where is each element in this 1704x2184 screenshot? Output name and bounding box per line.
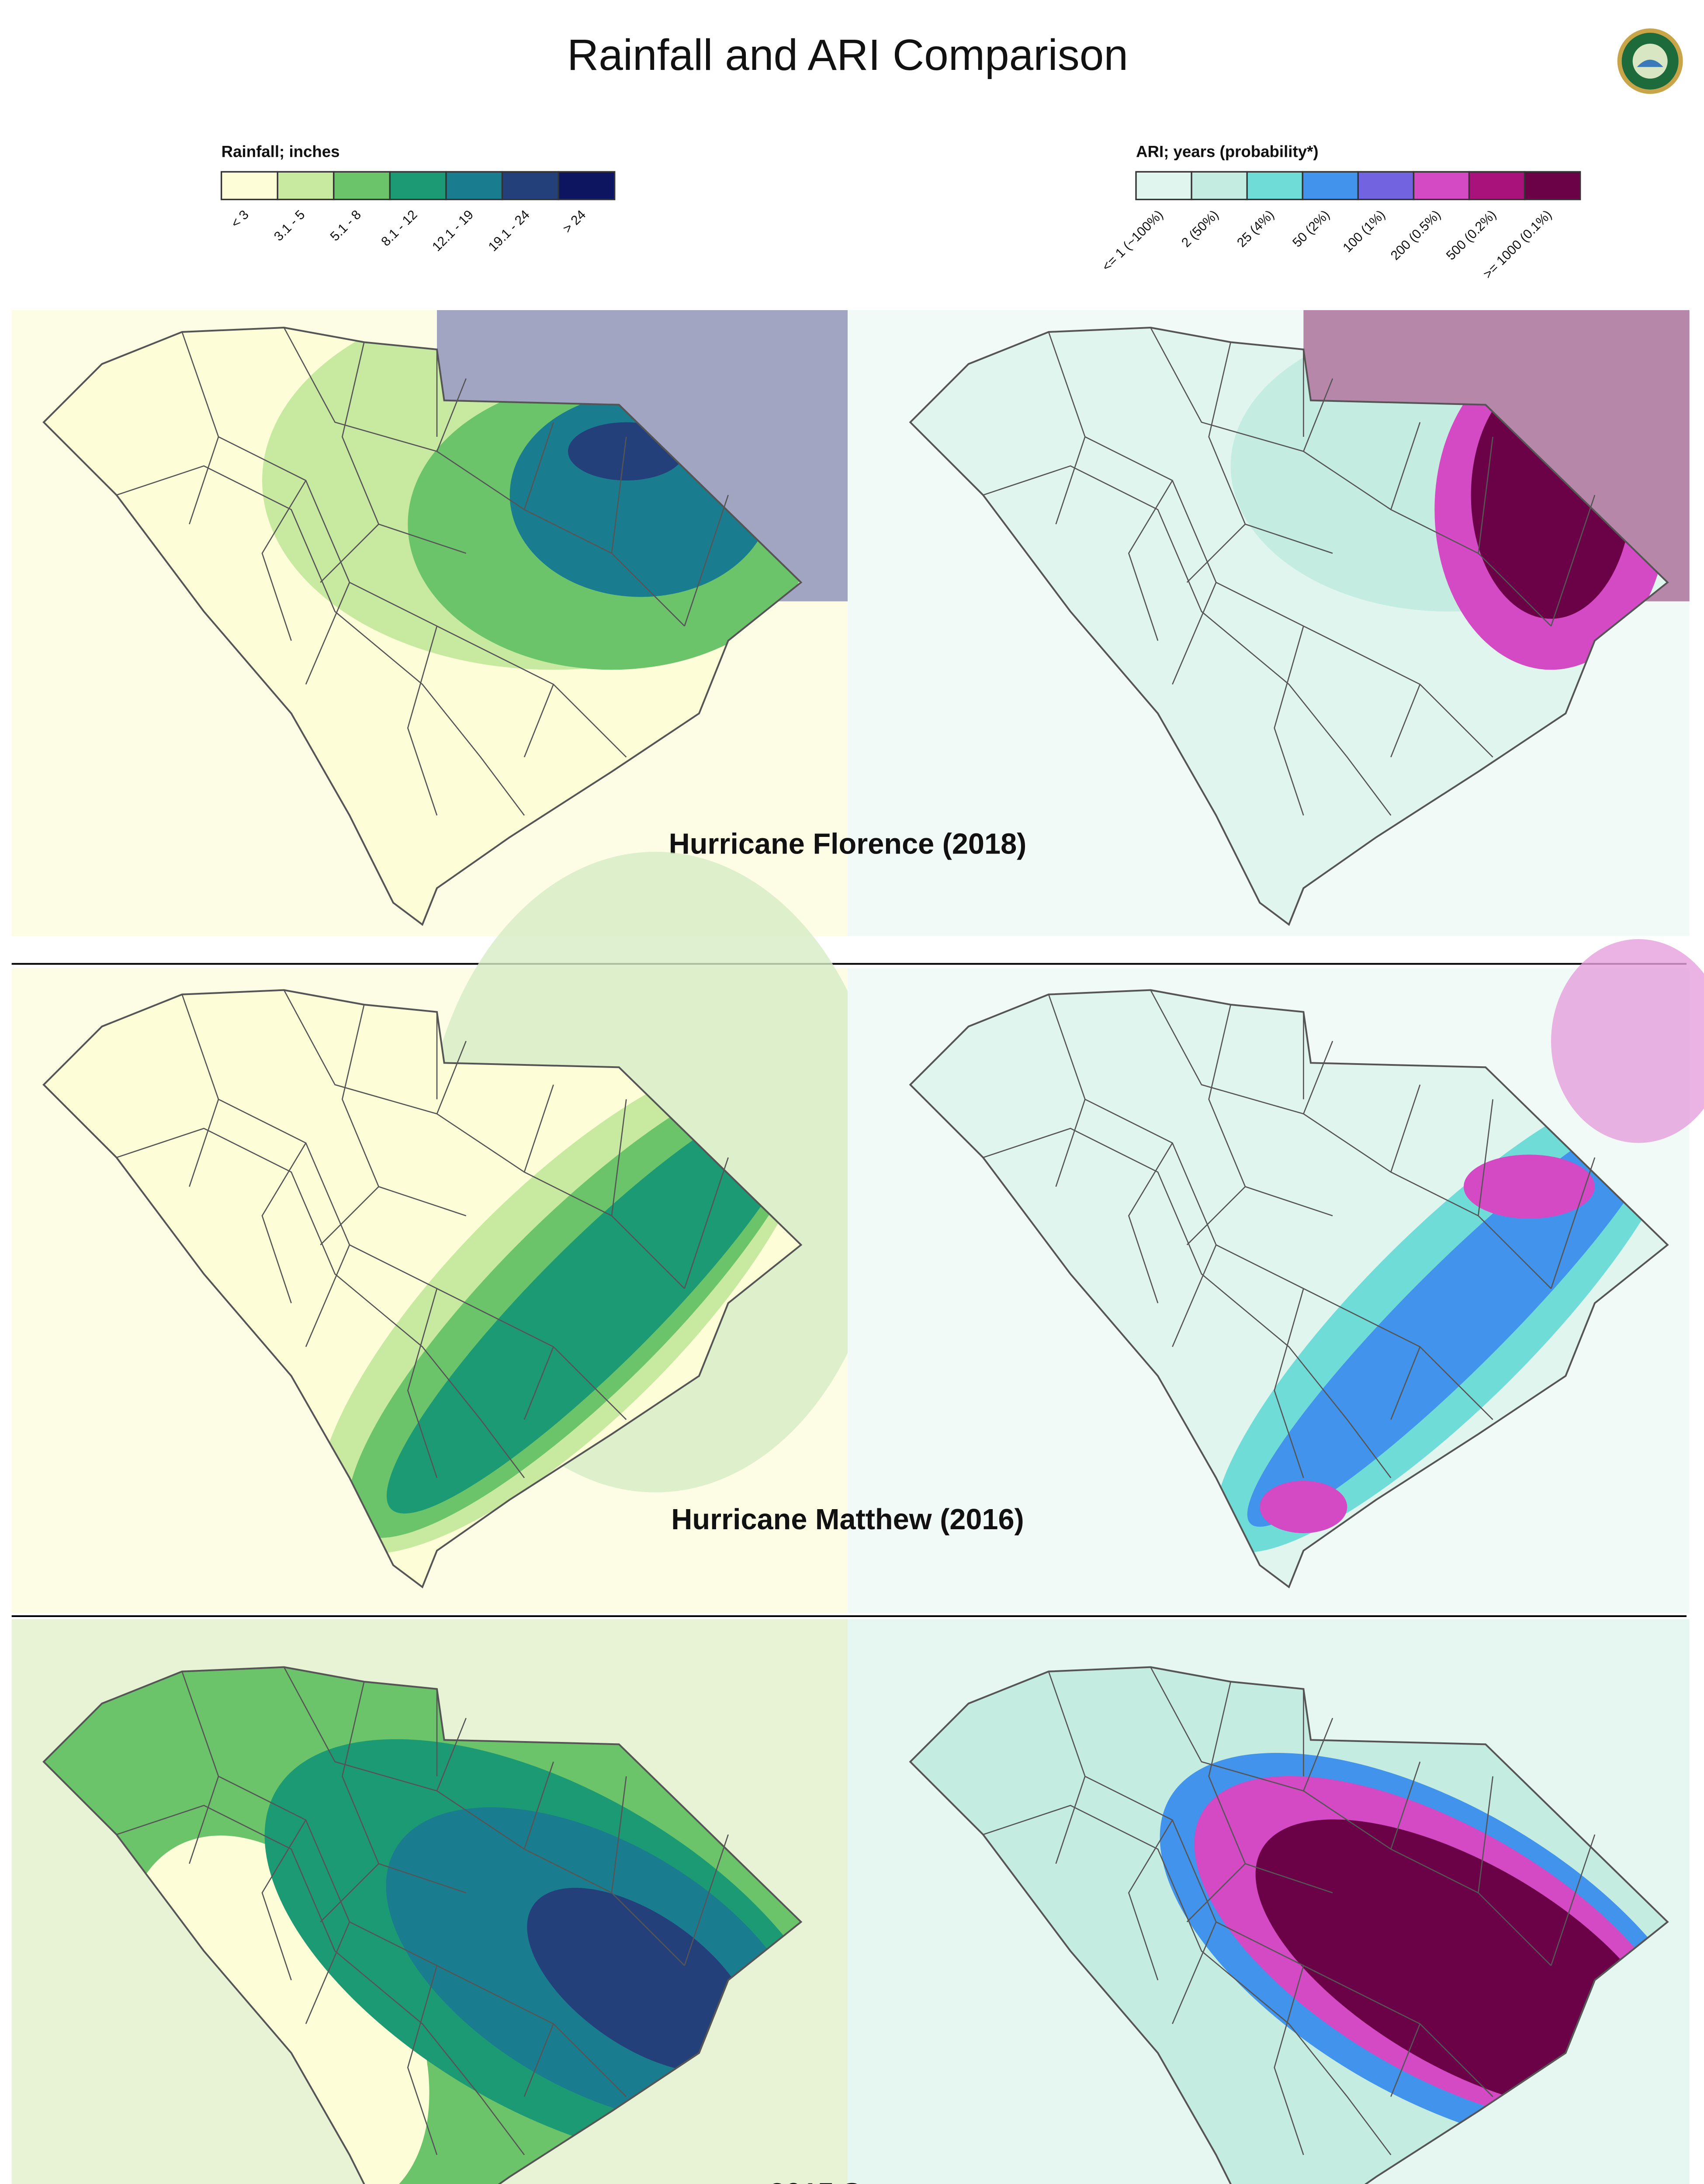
legend-swatch [333, 171, 391, 200]
map-panel [11, 852, 889, 1614]
legend-label: <= 1 (~100%) [1099, 207, 1166, 274]
legend-swatch [558, 171, 616, 200]
legend: <= 1 (~100%) 2 (50%) 25 (4%) 50 (2%) 100 (1%… [1099, 171, 1581, 282]
legend-label: 100 (1%) [1340, 207, 1388, 255]
legend: < 3 3.1 - 5 5.1 - 8 8.1 - 12 12.1 - 19 19.1 -… [221, 171, 616, 254]
map-panel [848, 310, 1690, 936]
map-panel [848, 1619, 1690, 2184]
legend-swatch [501, 171, 559, 200]
legend-swatch [1413, 171, 1470, 200]
legend-label: < 3 [228, 207, 251, 231]
legend-swatch [445, 171, 503, 200]
legend-label: 500 (0.2%) [1444, 207, 1499, 263]
map-panel [11, 310, 848, 936]
legend-title: ARI; years (probability*) [1136, 143, 1319, 161]
legend-swatch [1357, 171, 1415, 200]
legend-label: 5.1 - 8 [328, 207, 364, 244]
legend-label: 2 (50%) [1179, 207, 1222, 250]
legend-label: 50 (2%) [1290, 207, 1333, 250]
legend-label: 12.1 - 19 [429, 207, 476, 254]
map-panel [848, 939, 1704, 1614]
logo [1617, 28, 1683, 94]
legend-label: 3.1 - 5 [271, 207, 308, 244]
page-title: Rainfall and ARI Comparison [567, 31, 1128, 79]
map-panel [11, 1619, 848, 2184]
legend-label: 200 (0.5%) [1388, 207, 1444, 263]
legend-swatch [1524, 171, 1581, 200]
panel-caption: 2015 Storm [769, 2177, 926, 2184]
legend-label: 19.1 - 24 [486, 207, 533, 254]
legend-swatch [389, 171, 447, 200]
legend-swatch [1135, 171, 1192, 200]
legend-swatch [221, 171, 278, 200]
legend-title: Rainfall; inches [222, 143, 340, 161]
legend-swatch [1246, 171, 1303, 200]
legend-swatch [1302, 171, 1359, 200]
panel-caption: Hurricane Matthew (2016) [671, 1503, 1024, 1536]
legend-swatch [1468, 171, 1526, 200]
legend-label: 8.1 - 12 [378, 207, 420, 249]
legend-label: > 24 [560, 207, 589, 236]
legend-swatch [1191, 171, 1248, 200]
panel-caption: Hurricane Florence (2018) [669, 828, 1027, 860]
legend-swatch [277, 171, 335, 200]
legend-label: 25 (4%) [1234, 207, 1277, 250]
